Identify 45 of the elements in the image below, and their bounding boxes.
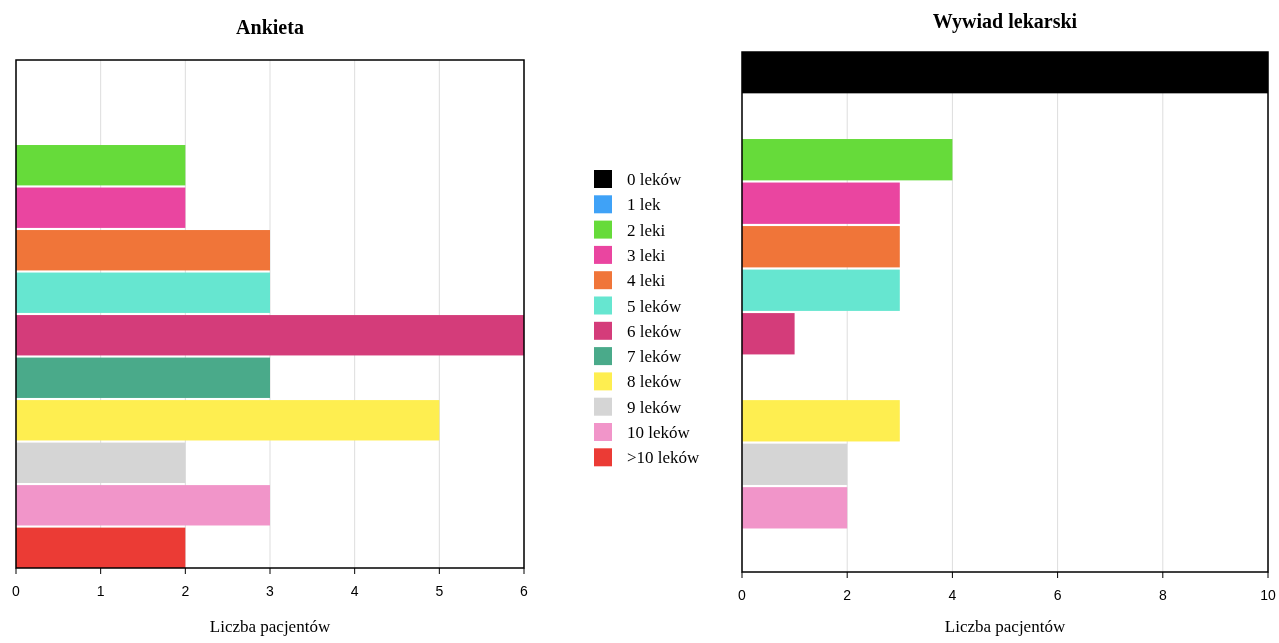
bar [16,400,440,441]
legend-label: 6 leków [627,321,683,341]
legend-label: 8 leków [627,372,683,392]
x-tick-label: 0 [738,587,747,603]
bar [16,230,270,271]
x-tick-label: 3 [266,583,275,599]
x-tick-label: 0 [12,583,21,599]
legend-label: 3 leki [627,245,666,265]
bar [16,357,270,398]
chart-title: Ankieta [236,16,304,38]
x-tick-label: 6 [1053,587,1062,603]
x-tick-label: 2 [843,587,852,603]
x-tick-label: 10 [1260,587,1276,603]
bar [742,139,953,181]
x-tick-label: 4 [948,587,957,603]
x-tick-label: 8 [1158,587,1167,603]
bar [16,485,270,526]
bar [16,527,186,568]
legend-label: 4 leki [627,271,666,291]
bar [16,272,270,313]
bar [742,182,900,224]
bar [742,487,848,529]
bar [16,315,524,356]
x-tick-label: 5 [435,583,444,599]
bar [742,269,900,311]
x-tick-label: 2 [181,583,190,599]
chart-title: Wywiad lekarski [932,10,1078,33]
legend-label: 2 leki [627,220,666,240]
bar [16,187,186,228]
legend-label: 0 leków [627,170,683,189]
x-tick-label: 4 [350,583,359,599]
bar [742,313,795,355]
legend-label: 1 lek [627,195,662,215]
x-axis-title: Liczba pacjentów [209,617,331,636]
bar [742,400,900,442]
x-tick-label: 1 [96,583,105,599]
bar [16,145,186,186]
legend-label: 7 leków [627,347,683,367]
x-tick-label: 6 [520,583,529,599]
legend-label: >10 leków [627,448,701,468]
bar [742,226,900,268]
legend-label: 5 leków [627,296,683,316]
legend-label: 9 leków [627,397,683,417]
legend-label: 10 leków [627,423,691,442]
x-axis-title: Liczba pacjentów [944,617,1066,636]
